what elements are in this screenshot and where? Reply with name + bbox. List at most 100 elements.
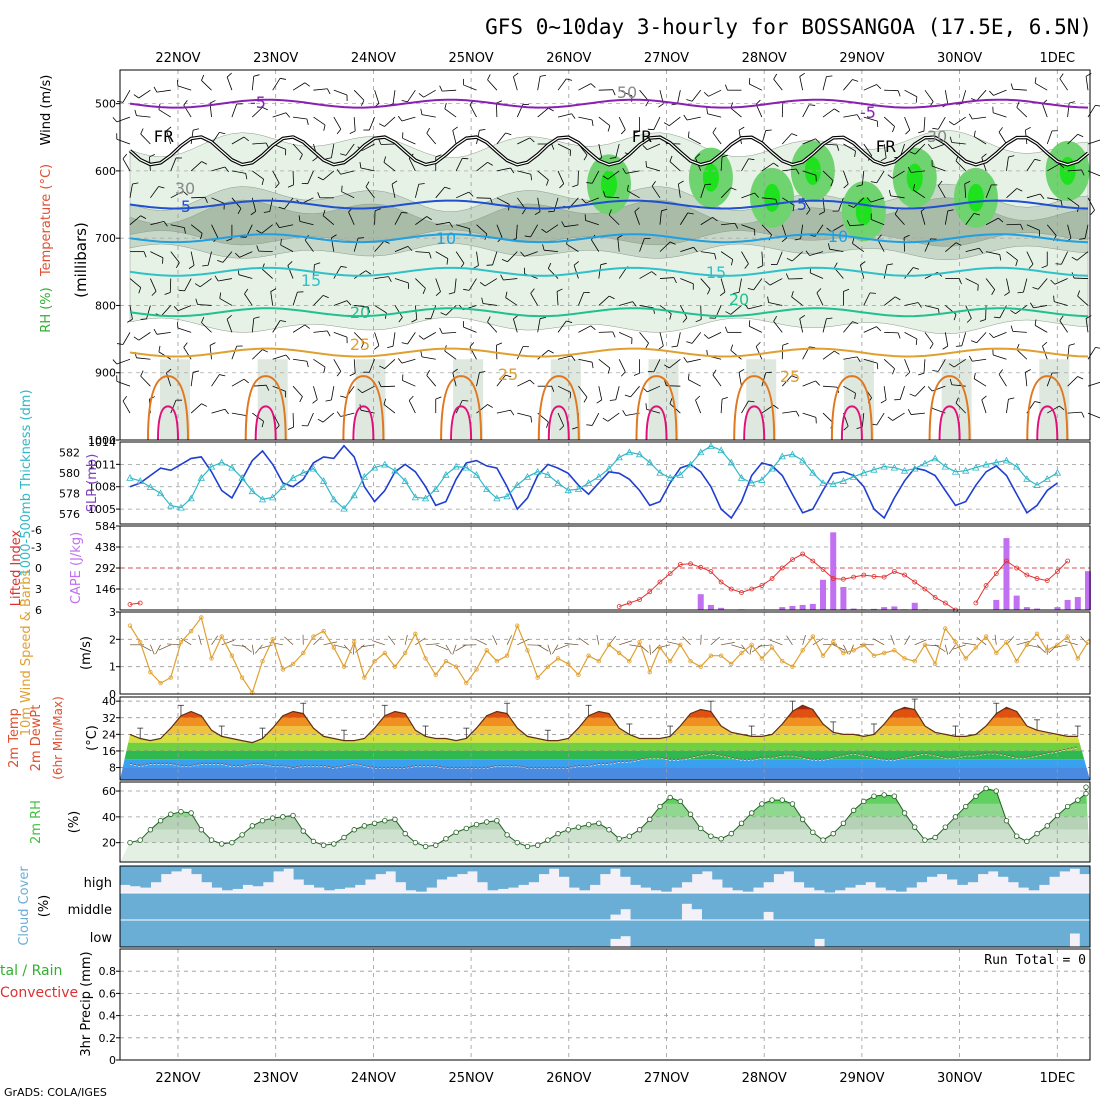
wind-barb: [618, 359, 626, 373]
wind-barb-flag: [918, 372, 925, 376]
wind-barb-flag: [754, 192, 759, 198]
cloud-cell-low: [916, 920, 928, 947]
wind-barb-flag: [632, 301, 637, 307]
wind-barb: [669, 161, 681, 172]
wind-barb-flag: [500, 274, 504, 281]
lifted-index-point: [912, 579, 918, 585]
isotherm-surface-loop: [733, 375, 776, 441]
cloud-cell-low: [303, 920, 315, 947]
thickness-point: [697, 448, 705, 456]
wind-barb-flag: [815, 380, 821, 386]
wind-barb-flag: [540, 317, 547, 319]
wind10-point: [362, 675, 367, 680]
cloud-cell-middle: [793, 893, 805, 920]
temp-band: [120, 734, 1090, 743]
wind10-barb: [158, 644, 171, 651]
cloud-cell-middle: [426, 893, 437, 920]
thickness-point: [289, 474, 297, 481]
cloud-cell-low: [957, 920, 968, 947]
wind-barb: [669, 116, 681, 127]
wind-barb: [354, 305, 369, 308]
temp-band: [120, 742, 1090, 751]
wind-barb-flag: [706, 107, 708, 114]
wind10-barb: [455, 644, 467, 652]
axis-label-wind10-units: (m/s): [79, 636, 94, 670]
cloud-cell-high: [191, 866, 203, 875]
thickness-point: [381, 460, 389, 468]
thickness-point: [615, 453, 623, 461]
wind-barb: [252, 107, 263, 118]
cloud-cell-high: [1079, 866, 1091, 875]
cloud-cell-low: [467, 920, 478, 947]
cloud-cell-low: [426, 920, 437, 947]
wind-barb-flag: [158, 345, 161, 352]
li-tick-label: -3: [31, 541, 42, 554]
rh2m-point: [259, 818, 266, 824]
wind-barb-flag: [877, 234, 882, 240]
wind-barb-flag: [479, 128, 486, 131]
wind-barb: [894, 214, 905, 225]
contour-label: -5: [250, 93, 266, 112]
wind-barb: [712, 374, 722, 387]
cloud-cell-high: [1049, 866, 1060, 877]
wind-barb: [211, 408, 226, 414]
wind-barb-flag: [782, 342, 789, 346]
cloud-cell-middle: [998, 893, 1009, 920]
axis-label-rh2m-units: (%): [67, 811, 82, 834]
cloud-cell-middle: [201, 893, 213, 920]
wind-barb-flag: [915, 96, 918, 103]
wind-barb: [1077, 295, 1089, 306]
wind-barb: [158, 109, 171, 118]
wind10-point: [698, 664, 703, 669]
wind-barb-flag: [948, 363, 955, 368]
thickness-point: [411, 493, 420, 501]
wind-barb-flag: [505, 374, 512, 378]
wind-barb: [883, 386, 887, 401]
wind-barb-flag: [828, 243, 831, 250]
wind-barb-flag: [791, 133, 798, 137]
wind-barb: [279, 224, 294, 229]
wind-barb-flag: [949, 378, 953, 385]
rh2m-point: [371, 820, 378, 826]
panel-frame: [119, 865, 1091, 948]
wind-barb: [201, 322, 212, 333]
wind10-barb: [198, 634, 202, 645]
wind-barb: [557, 170, 565, 184]
wind-barb: [1037, 278, 1048, 290]
thickness-point: [758, 476, 766, 483]
wind-barb-flag: [973, 372, 976, 379]
wind-barb-flag: [748, 400, 755, 403]
wind-barb-flag: [773, 73, 778, 80]
wind-barb-flag: [481, 297, 484, 304]
wind10-point: [199, 615, 204, 620]
thickness-point: [860, 468, 868, 476]
cloud-cell-high: [201, 866, 213, 883]
cloud-cell-high: [324, 866, 335, 891]
cloud-cell-middle: [875, 893, 887, 920]
wind-barb-flag: [122, 153, 128, 160]
isotherm-line: [129, 199, 1089, 210]
wind-barb: [961, 332, 967, 346]
wind-barb: [974, 136, 987, 145]
wind-barb: [557, 320, 567, 333]
wind10-barb: [352, 644, 355, 655]
wind-barb: [211, 374, 220, 387]
thickness-point: [401, 477, 409, 484]
cape-tick-label: 146: [95, 583, 116, 596]
thickness-point: [269, 493, 277, 501]
wind-barb-flag: [358, 237, 365, 239]
wind-barb-flag: [287, 426, 294, 430]
wind-barb: [904, 116, 911, 131]
wind-barb-flag: [981, 153, 987, 158]
wind10-point: [1085, 639, 1091, 645]
cloud-cell-low: [344, 920, 356, 947]
wind10-point: [871, 653, 877, 658]
wind-barb-flag: [887, 263, 894, 266]
cloud-cell-low: [998, 920, 1009, 947]
rh2m-point: [759, 801, 765, 807]
cape-bar: [1013, 595, 1020, 610]
wind-barb: [190, 403, 202, 414]
wind-barb: [799, 318, 804, 333]
wind10-point: [678, 642, 683, 647]
